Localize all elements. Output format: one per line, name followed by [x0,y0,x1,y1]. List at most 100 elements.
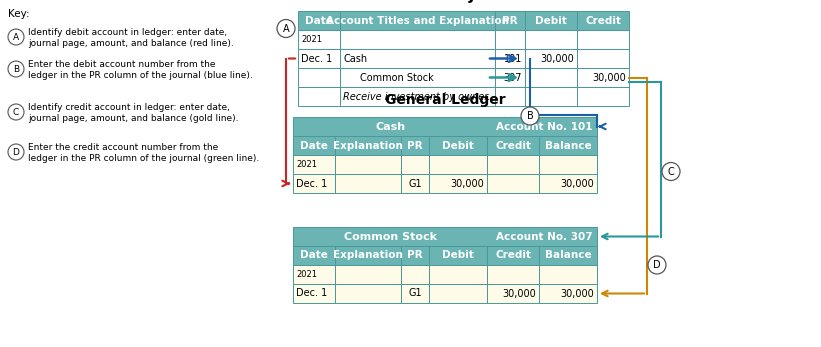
Circle shape [521,107,539,125]
Bar [495,68,525,87]
Text: Dec. 1: Dec. 1 [296,178,328,188]
Text: Credit: Credit [495,251,531,261]
Text: 2021: 2021 [296,270,317,279]
Bar [401,284,429,303]
Bar [495,30,525,49]
Bar [401,265,429,284]
Circle shape [648,256,666,274]
Text: Identify credit account in ledger: enter date,: Identify credit account in ledger: enter… [28,102,230,111]
Circle shape [8,29,24,45]
Text: C: C [667,167,674,177]
Bar [401,246,429,265]
Circle shape [662,162,680,180]
Text: Explanation: Explanation [333,141,403,151]
Bar [429,265,487,284]
Text: Balance: Balance [544,251,591,261]
Bar [495,49,525,68]
Bar [577,30,629,49]
Bar [487,284,539,303]
Text: Account Titles and Explanation: Account Titles and Explanation [326,16,509,25]
Bar [401,136,429,155]
Text: Common Stock: Common Stock [360,73,433,83]
Bar [293,174,335,193]
Text: A: A [13,33,19,42]
Text: General Ledger: General Ledger [385,93,505,107]
Text: Date: Date [305,16,333,25]
Text: C: C [13,108,19,117]
Bar [298,11,340,30]
Bar [335,265,401,284]
Bar [539,136,597,155]
Text: 2021: 2021 [301,35,322,44]
Bar [487,136,539,155]
Text: 30,000: 30,000 [592,73,626,83]
Bar [525,30,577,49]
Text: D: D [654,260,661,270]
Text: General Journal: General Journal [402,0,525,3]
Bar [293,284,335,303]
Bar [525,68,577,87]
Text: 307: 307 [503,73,522,83]
Circle shape [277,19,295,37]
Bar [487,246,539,265]
Text: Explanation: Explanation [333,251,403,261]
Text: 30,000: 30,000 [560,288,594,298]
Bar [293,155,335,174]
Text: 30,000: 30,000 [502,288,536,298]
Bar [335,284,401,303]
Bar [429,136,487,155]
Bar [298,68,340,87]
Bar [577,11,629,30]
Bar [429,174,487,193]
Text: Enter the credit account number from the: Enter the credit account number from the [28,143,218,152]
Text: PR: PR [407,251,423,261]
Bar [429,155,487,174]
Bar [495,87,525,106]
Bar [335,136,401,155]
Bar [487,174,539,193]
Bar [335,155,401,174]
Text: Debit: Debit [442,141,474,151]
Text: G1: G1 [408,178,422,188]
Bar [487,155,539,174]
Bar [298,87,340,106]
Text: Dec. 1: Dec. 1 [296,288,328,298]
Text: Common Stock: Common Stock [344,231,437,242]
Text: B: B [526,111,534,121]
Text: Dec. 1: Dec. 1 [301,53,333,64]
Text: Account No. 307: Account No. 307 [497,231,593,242]
Bar [539,284,597,303]
Text: Receive investment by owner.: Receive investment by owner. [343,92,490,102]
Text: Cash: Cash [375,121,406,132]
Bar [293,246,335,265]
Text: 30,000: 30,000 [450,178,484,188]
Text: Credit: Credit [585,16,621,25]
Text: ledger in the PR column of the journal (green line).: ledger in the PR column of the journal (… [28,153,259,162]
Bar [525,11,577,30]
Text: PR: PR [407,141,423,151]
Text: Identify debit account in ledger: enter date,: Identify debit account in ledger: enter … [28,27,227,36]
Text: A: A [282,24,289,34]
Bar [340,49,495,68]
Text: 101: 101 [503,53,522,64]
Bar [577,87,629,106]
Bar [539,155,597,174]
Bar [293,265,335,284]
Text: journal page, amount, and balance (red line).: journal page, amount, and balance (red l… [28,39,234,48]
Circle shape [8,61,24,77]
Text: Date: Date [300,251,328,261]
Text: 2021: 2021 [296,160,317,169]
Text: Cash: Cash [343,53,367,64]
Bar [577,49,629,68]
Text: Date: Date [300,141,328,151]
Bar [539,174,597,193]
Text: B: B [13,65,19,74]
Bar [401,174,429,193]
Text: 30,000: 30,000 [560,178,594,188]
Text: 30,000: 30,000 [540,53,574,64]
Circle shape [8,104,24,120]
Bar [340,68,495,87]
Bar [335,174,401,193]
Bar [495,11,525,30]
Bar [340,87,495,106]
